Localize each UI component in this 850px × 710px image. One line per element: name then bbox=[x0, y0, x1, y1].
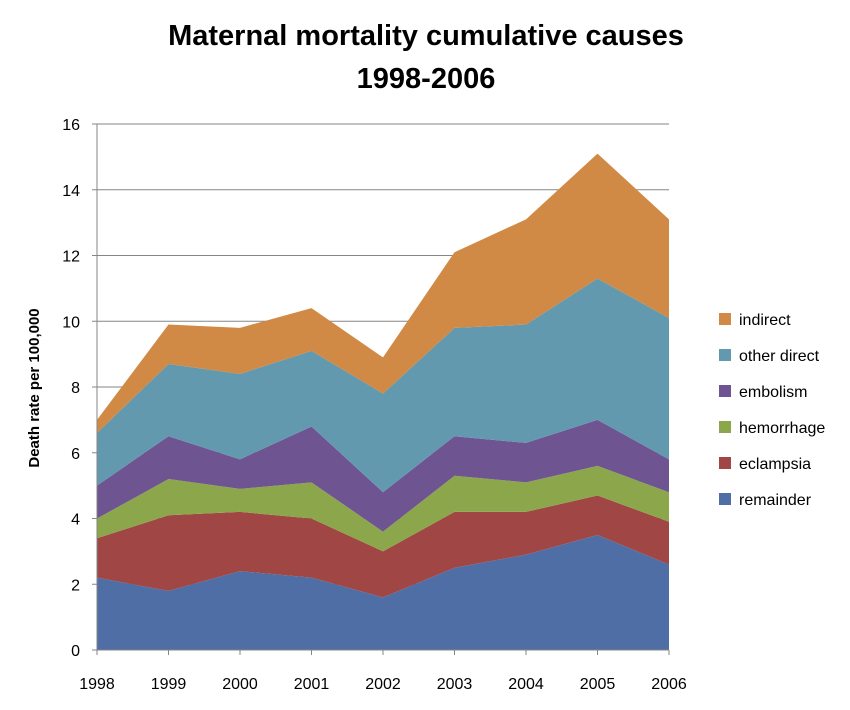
area-hemorrhage bbox=[97, 465, 669, 552]
legend-item-embolism: embolism bbox=[719, 384, 807, 401]
x-tick-label: 2000 bbox=[222, 676, 258, 693]
legend-item-eclampsia: eclampsia bbox=[719, 456, 811, 473]
y-axis-label: Death rate per 100,000 bbox=[26, 308, 43, 467]
legend-label: eclampsia bbox=[739, 456, 811, 473]
area-embolism bbox=[97, 419, 669, 532]
x-tick-label: 2005 bbox=[580, 676, 616, 693]
legend-label: remainder bbox=[739, 492, 812, 509]
y-tick-label: 16 bbox=[62, 117, 80, 134]
y-tick-labels: 0 2 4 6 8 10 12 14 16 bbox=[62, 117, 80, 660]
x-tick-label: 2004 bbox=[508, 676, 544, 693]
x-tick-label: 2003 bbox=[437, 676, 473, 693]
chart-subtitle: 1998-2006 bbox=[357, 63, 496, 95]
axes bbox=[92, 123, 670, 655]
x-tick-label: 2002 bbox=[365, 676, 401, 693]
stacked-areas bbox=[97, 153, 669, 650]
legend-swatch bbox=[719, 313, 731, 325]
x-tick-label: 1998 bbox=[79, 676, 115, 693]
area-eclampsia bbox=[97, 495, 669, 598]
area-other-direct bbox=[97, 278, 669, 493]
x-tick-labels: 1998 1999 2000 2001 2002 2003 2004 2005 2006 bbox=[79, 676, 687, 693]
x-tick-label: 2001 bbox=[294, 676, 330, 693]
legend-item-hemorrhage: hemorrhage bbox=[719, 420, 825, 437]
y-tick-label: 6 bbox=[71, 446, 80, 463]
legend-label: hemorrhage bbox=[739, 420, 825, 437]
legend-swatch bbox=[719, 493, 731, 505]
legend-label: embolism bbox=[739, 384, 807, 401]
y-tick-label: 4 bbox=[71, 512, 80, 529]
legend-label: other direct bbox=[739, 348, 820, 365]
y-tick-label: 12 bbox=[62, 249, 80, 266]
legend-item-remainder: remainder bbox=[719, 492, 812, 509]
area-indirect bbox=[97, 153, 669, 434]
chart-title: Maternal mortality cumulative causes bbox=[168, 20, 684, 52]
legend-swatch bbox=[719, 385, 731, 397]
legend-swatch bbox=[719, 421, 731, 433]
legend-swatch bbox=[719, 349, 731, 361]
legend-label: indirect bbox=[739, 312, 791, 329]
x-tick-label: 1999 bbox=[151, 676, 187, 693]
x-tick-label: 2006 bbox=[651, 676, 687, 693]
area-remainder bbox=[97, 534, 669, 650]
legend-swatch bbox=[719, 457, 731, 469]
legend-item-other-direct: other direct bbox=[719, 348, 820, 365]
legend-item-indirect: indirect bbox=[719, 312, 791, 329]
y-tick-label: 8 bbox=[71, 380, 80, 397]
y-tick-label: 2 bbox=[71, 577, 80, 594]
legend: indirect other direct embolism hemorrhage ec… bbox=[719, 312, 825, 509]
y-tick-label: 10 bbox=[62, 314, 80, 331]
y-tick-label: 14 bbox=[62, 183, 80, 200]
y-tick-label: 0 bbox=[71, 643, 80, 660]
